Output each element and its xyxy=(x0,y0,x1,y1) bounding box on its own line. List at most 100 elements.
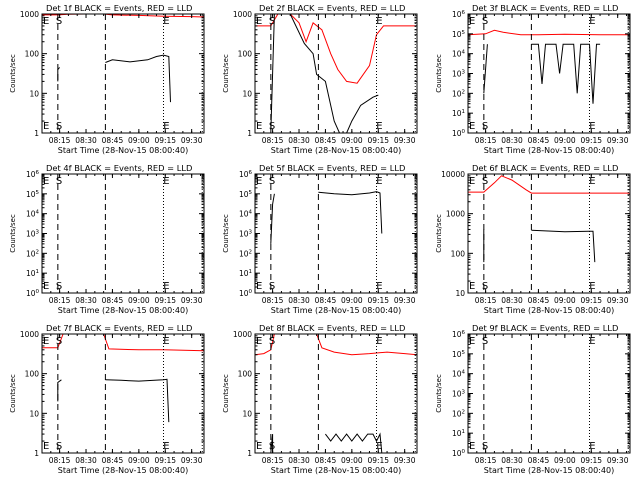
y-tick-label: 100 xyxy=(25,370,40,379)
y-tick-label: 100 xyxy=(26,289,40,298)
detector-panel-3: Det 3f BLACK = Events, RED = LLDSSEEEE10… xyxy=(435,3,631,155)
x-tick-label: 08:30 xyxy=(75,296,97,305)
y-tick-label: 100 xyxy=(452,449,466,458)
y-tick-exponent: 6 xyxy=(36,170,40,176)
x-tick-label: 09:00 xyxy=(554,136,576,145)
y-tick-label: 100 xyxy=(25,50,40,59)
start-marker-label: S xyxy=(269,281,275,292)
end-marker-label: E xyxy=(163,336,169,347)
x-tick-label: 09:30 xyxy=(394,456,416,465)
x-tick-label: 09:30 xyxy=(607,456,629,465)
y-tick-exponent: 5 xyxy=(462,30,466,36)
end-marker-label: E xyxy=(256,281,262,292)
x-tick-label: 08:30 xyxy=(288,456,310,465)
y-tick-label: 104 xyxy=(452,370,466,379)
panel-plot xyxy=(255,14,417,133)
y-tick-label: 1000 xyxy=(20,10,39,19)
y-tick-label: 101 xyxy=(26,269,39,278)
y-tick-label: 103 xyxy=(452,70,466,79)
end-marker-label: E xyxy=(256,121,262,132)
y-tick-exponent: 4 xyxy=(462,370,466,376)
y-tick-label: 103 xyxy=(239,230,253,239)
panel-title: Det 7f BLACK = Events, RED = LLD xyxy=(46,323,192,333)
x-axis-label: Start Time (28-Nov-15 08:00:40) xyxy=(58,466,188,475)
events-series-line xyxy=(531,43,601,104)
x-axis-label: Start Time (28-Nov-15 08:00:40) xyxy=(271,306,401,315)
x-tick-label: 08:15 xyxy=(475,296,497,305)
y-tick-label: 1 xyxy=(247,129,252,138)
y-tick-label: 100 xyxy=(239,289,253,298)
x-tick-label: 09:15 xyxy=(580,456,602,465)
y-tick-exponent: 4 xyxy=(462,50,466,56)
end-marker-label: E xyxy=(469,441,475,452)
x-tick-label: 08:45 xyxy=(315,456,337,465)
x-tick-label: 08:30 xyxy=(501,456,523,465)
detector-panel-8: Det 8f BLACK = Events, RED = LLDSSEEEE11… xyxy=(222,323,418,475)
end-marker-label: E xyxy=(469,121,475,132)
y-tick-exponent: 6 xyxy=(462,10,466,16)
panel-plot xyxy=(270,191,383,244)
end-marker-label: E xyxy=(469,336,475,347)
x-tick-label: 09:30 xyxy=(181,456,203,465)
x-tick-label: 08:30 xyxy=(501,136,523,145)
y-tick-exponent: 3 xyxy=(249,230,253,236)
detector-panel-1: Det 1f BLACK = Events, RED = LLDSSEEEE11… xyxy=(9,3,205,155)
y-tick-label: 100 xyxy=(238,370,253,379)
y-tick-exponent: 5 xyxy=(36,190,40,196)
x-tick-label: 08:15 xyxy=(49,136,71,145)
start-marker-label: S xyxy=(56,176,62,187)
y-tick-label: 10000 xyxy=(441,170,465,179)
events-series-line xyxy=(270,193,275,244)
panel-title: Det 5f BLACK = Events, RED = LLD xyxy=(259,163,405,173)
end-marker-label: E xyxy=(376,176,382,187)
y-axis-label: Counts/sec xyxy=(222,214,230,253)
end-marker-label: E xyxy=(589,336,595,347)
x-tick-label: 09:00 xyxy=(554,456,576,465)
y-axis-label: Counts/sec xyxy=(9,214,17,253)
x-tick-label: 08:45 xyxy=(102,136,124,145)
lld-series-line xyxy=(255,334,417,356)
end-marker-label: E xyxy=(43,336,49,347)
x-tick-label: 09:15 xyxy=(580,296,602,305)
start-marker-label: S xyxy=(56,281,62,292)
lld-series-line xyxy=(255,14,417,84)
start-marker-label: S xyxy=(482,281,488,292)
x-tick-label: 09:15 xyxy=(154,136,176,145)
x-tick-label: 08:30 xyxy=(288,136,310,145)
y-tick-label: 103 xyxy=(452,390,466,399)
panel-frame xyxy=(467,333,631,454)
end-marker-label: E xyxy=(43,16,49,27)
end-marker-label: E xyxy=(163,441,169,452)
start-marker-label: S xyxy=(56,336,62,347)
y-tick-label: 10 xyxy=(29,89,39,98)
start-marker-label: S xyxy=(482,336,488,347)
start-marker-label: S xyxy=(56,121,62,132)
x-tick-label: 08:45 xyxy=(528,456,550,465)
events-series-line xyxy=(105,378,170,423)
x-tick-label: 09:30 xyxy=(181,296,203,305)
y-tick-label: 1 xyxy=(34,129,39,138)
y-tick-exponent: 0 xyxy=(36,289,40,295)
y-axis-label: Counts/sec xyxy=(222,54,230,93)
start-marker-label: S xyxy=(269,16,275,27)
y-tick-label: 1000 xyxy=(233,330,252,339)
y-tick-exponent: 3 xyxy=(462,70,466,76)
events-series-line xyxy=(105,54,171,103)
panel-frame xyxy=(254,13,418,134)
y-tick-label: 1000 xyxy=(446,210,465,219)
x-tick-label: 08:15 xyxy=(262,456,284,465)
panel-title: Det 8f BLACK = Events, RED = LLD xyxy=(259,323,405,333)
y-tick-label: 100 xyxy=(452,129,466,138)
y-tick-exponent: 0 xyxy=(462,129,466,135)
x-tick-label: 08:45 xyxy=(528,296,550,305)
y-tick-exponent: 4 xyxy=(36,210,40,216)
end-marker-label: E xyxy=(43,281,49,292)
events-series-line xyxy=(318,191,383,234)
y-tick-exponent: 2 xyxy=(462,409,466,415)
y-tick-label: 104 xyxy=(239,210,253,219)
x-tick-label: 09:00 xyxy=(341,296,363,305)
y-axis-label: Counts/sec xyxy=(9,54,17,93)
y-tick-exponent: 6 xyxy=(462,330,466,336)
y-tick-label: 100 xyxy=(238,50,253,59)
y-tick-label: 102 xyxy=(452,409,465,418)
